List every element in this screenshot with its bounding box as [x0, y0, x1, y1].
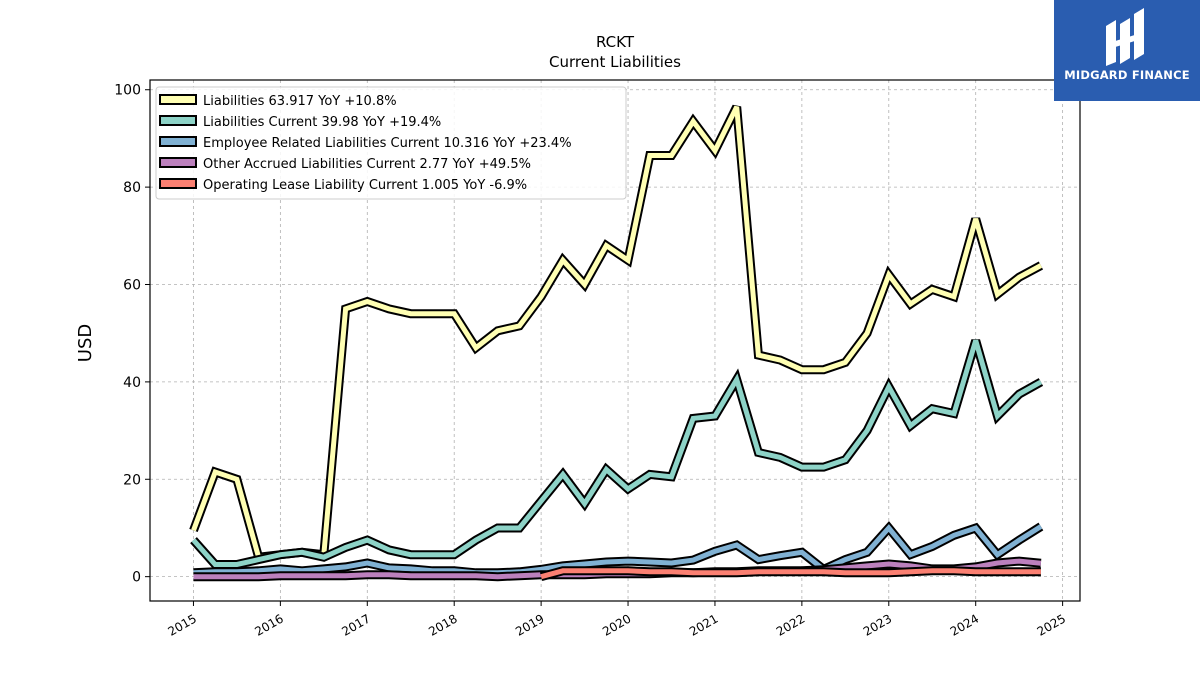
legend-swatch [159, 178, 197, 189]
brand-mark-icon [1106, 8, 1144, 66]
x-tick-label: 2021 [687, 611, 720, 638]
y-tick-label: 80 [123, 180, 141, 196]
series-stroke [540, 568, 1041, 580]
legend-label: Other Accrued Liabilities Current 2.77 Y… [203, 157, 531, 172]
x-tick-label: 2015 [166, 611, 199, 638]
series-line-5 [539, 566, 1041, 582]
legend: Liabilities 63.917 YoY +10.8% Liabilities… [155, 86, 627, 200]
chart-title: RCKT [596, 33, 635, 51]
y-tick-label: 0 [132, 570, 141, 586]
y-axis-label: USD [75, 324, 96, 362]
x-tick-label: 2025 [1035, 611, 1068, 638]
legend-swatch [159, 94, 197, 105]
series-lines [189, 104, 1044, 582]
plot-frame [149, 79, 1081, 602]
legend-box [155, 86, 627, 200]
x-tick-label: 2016 [252, 611, 285, 638]
legend-label: Operating Lease Liability Current 1.005 … [203, 178, 527, 193]
legend-swatch [159, 157, 197, 168]
x-tick-label: 2022 [774, 611, 807, 638]
x-tick-label: 2020 [600, 611, 633, 638]
x-tick-label: 2017 [339, 611, 372, 638]
legend-label: Liabilities Current 39.98 YoY +19.4% [203, 115, 441, 130]
series-stroke [191, 339, 1043, 567]
legend-swatch [159, 136, 197, 147]
series-line-2 [190, 339, 1044, 569]
legend-label: Employee Related Liabilities Current 10.… [203, 136, 572, 151]
x-tick-label: 2018 [426, 611, 459, 638]
x-tick-label: 2023 [861, 611, 894, 638]
x-tick-label: 2024 [948, 611, 981, 638]
series-line-3 [193, 521, 1044, 578]
y-tick-label: 20 [123, 472, 141, 488]
series-outline [190, 339, 1044, 569]
series-stroke [191, 105, 1043, 560]
y-tick-label: 100 [114, 83, 141, 99]
brand-name: MIDGARD FINANCE [1064, 68, 1190, 82]
y-tick-label: 40 [123, 375, 141, 391]
brand-logo: MIDGARD FINANCE [1054, 0, 1200, 101]
y-tick-label: 60 [123, 278, 141, 294]
series-stroke [193, 524, 1043, 576]
legend-swatch [159, 115, 197, 126]
series-line-1 [189, 104, 1044, 563]
x-tick-label: 2019 [513, 611, 546, 638]
chart-subtitle: Current Liabilities [549, 53, 681, 71]
legend-label: Liabilities 63.917 YoY +10.8% [203, 94, 397, 109]
